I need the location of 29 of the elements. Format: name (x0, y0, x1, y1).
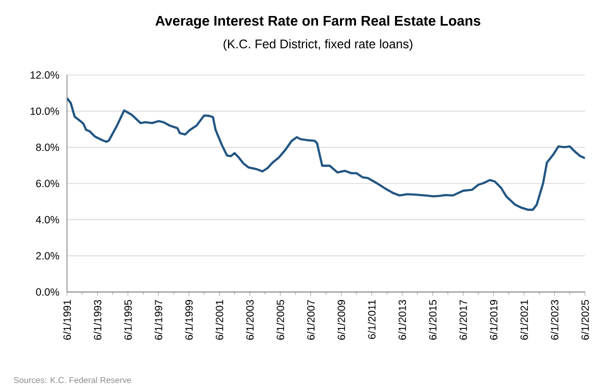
x-tick-label: 6/1/2015 (428, 300, 437, 340)
x-tick-label: 6/1/2001 (216, 300, 224, 340)
y-tick-label: 2.0% (36, 252, 60, 260)
chart-title: Average Interest Rate on Farm Real Estate Loans (155, 15, 480, 29)
x-tick-label: 6/1/2019 (490, 300, 498, 340)
y-tick-label: 4.0% (36, 216, 60, 224)
x-tick-label: 6/1/2011 (368, 300, 376, 339)
x-tick-label: 6/1/2025 (581, 300, 589, 340)
x-tick-label: 6/1/2005 (276, 300, 284, 340)
x-tick-label: 6/1/2003 (246, 300, 254, 340)
y-tick-label: 0.0% (36, 288, 60, 296)
x-tick-label: 6/1/2021 (520, 300, 528, 340)
y-tick-label: 8.0% (36, 144, 60, 152)
y-tick-label: 12.0% (30, 71, 60, 79)
x-tick-label: 6/1/1993 (94, 300, 102, 340)
x-tick-label: 6/1/1999 (185, 300, 193, 340)
line-series (67, 97, 586, 211)
chart-subtitle: (K.C. Fed District, fixed rate loans) (224, 39, 412, 51)
x-tick-label: 6/1/2009 (337, 300, 346, 340)
x-tick-label: 6/1/2013 (398, 300, 406, 340)
x-tick-label: 6/1/2023 (550, 300, 558, 340)
x-tick-label: 6/1/1995 (124, 300, 132, 340)
x-tick-label: 6/1/1997 (154, 300, 162, 340)
source-note: Sources: K.C. Federal Reserve (14, 376, 132, 384)
y-tick-label: 6.0% (36, 180, 60, 188)
x-tick-label: 6/1/2007 (306, 300, 315, 340)
x-tick-label: 6/1/1991 (63, 300, 71, 340)
x-tick-label: 6/1/2017 (459, 300, 467, 340)
y-tick-label: 10.0% (30, 107, 60, 115)
